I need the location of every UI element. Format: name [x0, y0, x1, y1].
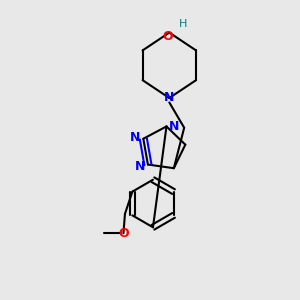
Text: H: H [178, 19, 187, 29]
Text: N: N [130, 131, 140, 144]
Text: N: N [134, 160, 145, 172]
Text: O: O [118, 227, 129, 240]
Text: N: N [169, 120, 179, 133]
Text: N: N [164, 92, 175, 104]
Text: O: O [163, 30, 173, 43]
